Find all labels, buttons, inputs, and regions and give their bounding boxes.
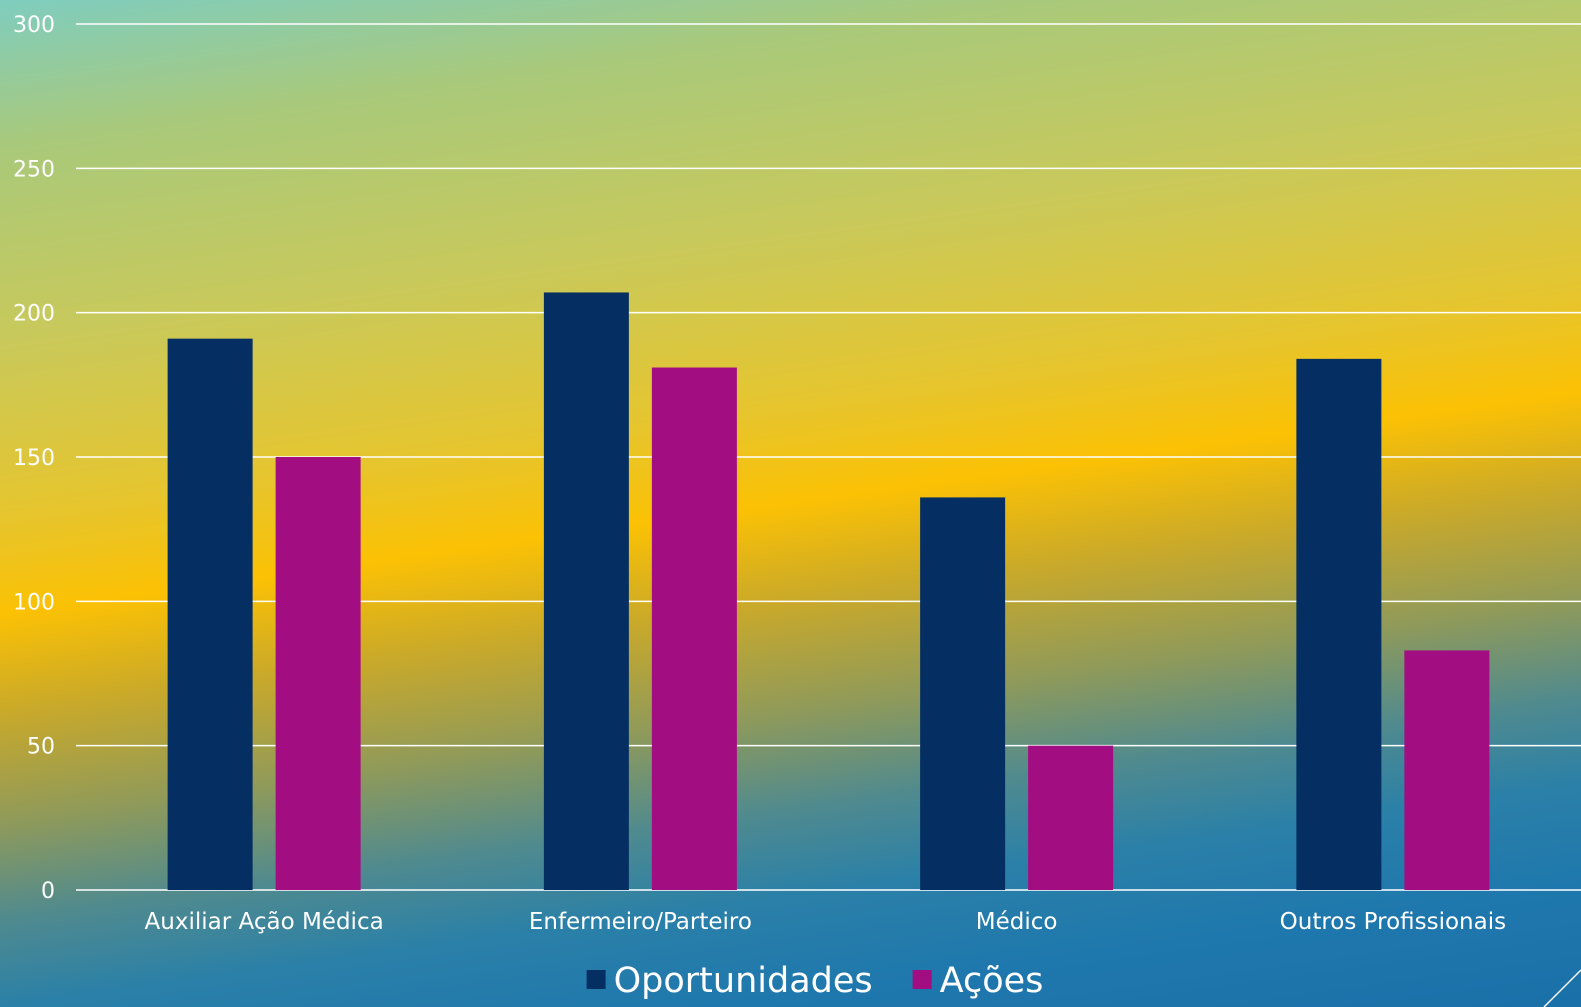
bar-acoes xyxy=(651,367,737,891)
y-tick-label: 50 xyxy=(27,735,55,760)
y-tick-label: 100 xyxy=(13,590,55,615)
y-tick-label: 200 xyxy=(13,302,55,327)
y-tick-label: 150 xyxy=(13,446,55,471)
legend-label: Oportunidades xyxy=(614,961,873,1001)
corner-decoration xyxy=(1543,969,1581,1007)
legend-label: Ações xyxy=(940,961,1044,1001)
y-axis: 0 50 100 150 200 250 300 xyxy=(13,13,55,904)
bar-oportunidades xyxy=(167,338,253,890)
y-tick-label: 0 xyxy=(41,879,55,904)
x-tick-label: Outros Profissionais xyxy=(1280,909,1506,935)
x-tick-label: Auxiliar Ação Médica xyxy=(145,909,384,935)
bar-oportunidades xyxy=(920,497,1006,890)
x-tick-label: Médico xyxy=(976,909,1058,935)
y-tick-label: 300 xyxy=(13,13,55,38)
legend-item: Oportunidades xyxy=(586,961,873,1001)
bar-acoes xyxy=(1404,650,1490,890)
legend-swatch xyxy=(912,970,932,989)
legend-item: Ações xyxy=(912,961,1044,1001)
x-axis: Auxiliar Ação Médica Enfermeiro/Parteiro M… xyxy=(145,909,1507,935)
y-tick-label: 250 xyxy=(13,157,55,182)
bar-oportunidades xyxy=(1296,358,1382,890)
legend: Oportunidades Ações xyxy=(586,961,1044,1001)
bar-oportunidades xyxy=(543,292,629,891)
x-tick-label: Enfermeiro/Parteiro xyxy=(529,909,752,935)
legend-swatch xyxy=(586,970,606,989)
bar-acoes xyxy=(275,457,361,890)
bar-acoes xyxy=(1028,745,1114,890)
bars xyxy=(167,292,1490,891)
